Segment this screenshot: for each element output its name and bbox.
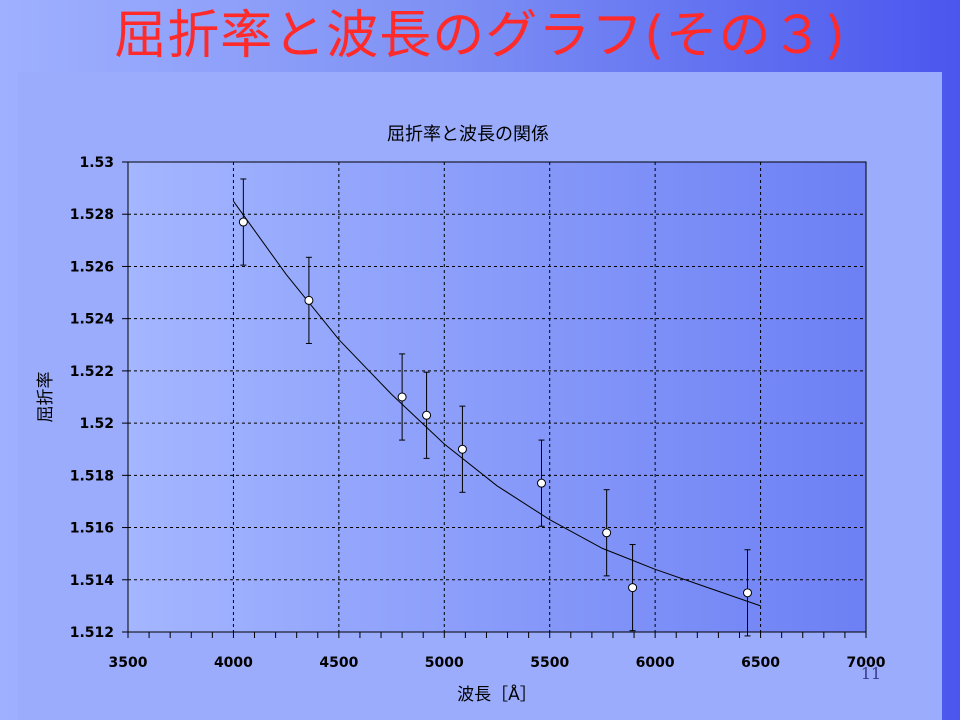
y-tick-label: 1.528: [70, 207, 114, 223]
x-tick-label: 3500: [109, 655, 148, 671]
data-point: [628, 583, 638, 593]
data-point: [536, 478, 546, 488]
data-point: [457, 444, 467, 454]
y-axis-label: 屈折率: [36, 372, 56, 423]
data-point: [422, 410, 432, 420]
x-tick-label: 6500: [741, 655, 780, 671]
data-point: [602, 528, 612, 538]
tick-marks: [122, 161, 867, 638]
page-number: 11: [860, 664, 882, 683]
y-tick-label: 1.514: [70, 573, 115, 589]
plot-area: [127, 161, 867, 633]
x-tick-label: 4000: [214, 655, 253, 671]
x-axis-label: 波長［Å］: [457, 683, 537, 705]
y-tick-label: 1.518: [70, 468, 114, 484]
data-point: [397, 392, 407, 402]
y-tick-label: 1.516: [70, 521, 114, 537]
y-tick-label: 1.512: [70, 625, 114, 641]
data-point: [238, 217, 248, 227]
x-tick-label: 6000: [636, 655, 675, 671]
x-tick-label: 5000: [425, 655, 464, 671]
y-tick-label: 1.52: [79, 416, 114, 432]
chart-title: 屈折率と波長の関係: [387, 124, 549, 145]
x-tick-labels: 3500 4000 4500 5000 5500 6000 6500 7000: [109, 655, 886, 671]
slide-title: 屈折率と波長のグラフ(その３): [114, 6, 846, 66]
fit-curve: [232, 200, 761, 607]
data-point: [304, 295, 314, 305]
data-points: [238, 217, 752, 598]
grid-lines: [128, 162, 866, 632]
x-tick-label: 5500: [530, 655, 569, 671]
x-tick-label: 4500: [319, 655, 358, 671]
y-tick-labels: 1.512 1.514 1.516 1.518 1.52 1.522 1.524 1.526 1…: [70, 155, 115, 641]
data-point: [742, 588, 752, 598]
y-tick-label: 1.53: [79, 155, 114, 171]
y-tick-label: 1.524: [70, 312, 115, 328]
x-tick-label: 7000: [847, 655, 886, 671]
y-tick-label: 1.522: [70, 364, 114, 380]
y-tick-label: 1.526: [70, 259, 114, 275]
